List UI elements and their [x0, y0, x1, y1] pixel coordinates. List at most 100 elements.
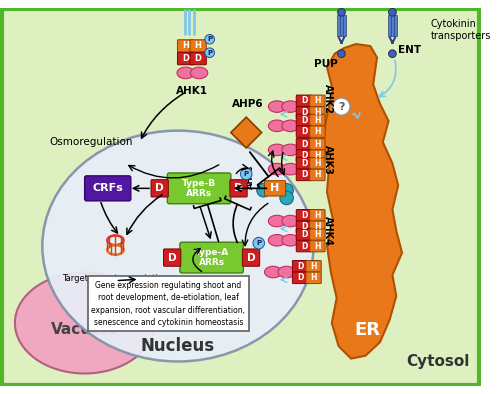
Circle shape — [388, 50, 396, 58]
FancyBboxPatch shape — [84, 176, 131, 201]
FancyBboxPatch shape — [296, 210, 312, 221]
Text: H: H — [314, 139, 320, 149]
Ellipse shape — [268, 144, 285, 156]
Text: D: D — [301, 115, 307, 125]
Text: Osmoregulation: Osmoregulation — [49, 137, 132, 147]
FancyBboxPatch shape — [310, 169, 325, 180]
FancyBboxPatch shape — [310, 240, 325, 252]
Text: D: D — [301, 211, 307, 220]
Text: Type-B
ARRs: Type-B ARRs — [182, 178, 216, 198]
Text: D: D — [301, 96, 307, 105]
Text: P: P — [244, 171, 249, 177]
Text: D: D — [194, 54, 202, 63]
Text: H: H — [310, 273, 317, 282]
Text: P: P — [207, 36, 212, 42]
Text: D: D — [301, 151, 307, 160]
Text: Vacuole: Vacuole — [51, 322, 118, 337]
Text: D: D — [297, 273, 304, 282]
Text: H: H — [314, 211, 320, 220]
Text: Target gene transcription: Target gene transcription — [62, 274, 168, 283]
Text: AHK4: AHK4 — [323, 216, 333, 245]
Text: Gene expression regulating shoot and
root development, de-etiolation, leaf
expan: Gene expression regulating shoot and roo… — [92, 281, 246, 327]
FancyBboxPatch shape — [310, 158, 325, 169]
FancyBboxPatch shape — [310, 150, 325, 162]
FancyBboxPatch shape — [340, 15, 343, 36]
Ellipse shape — [268, 164, 285, 175]
Text: ?: ? — [338, 102, 344, 112]
Text: H: H — [314, 230, 320, 239]
FancyBboxPatch shape — [296, 169, 312, 180]
Ellipse shape — [278, 266, 295, 278]
Ellipse shape — [282, 101, 299, 112]
Text: D: D — [234, 183, 243, 193]
FancyBboxPatch shape — [296, 240, 312, 252]
FancyBboxPatch shape — [296, 107, 312, 118]
Circle shape — [388, 9, 396, 16]
Text: D: D — [156, 183, 164, 193]
FancyBboxPatch shape — [2, 9, 479, 385]
FancyBboxPatch shape — [306, 272, 322, 284]
FancyBboxPatch shape — [296, 229, 312, 240]
FancyBboxPatch shape — [296, 138, 312, 150]
Ellipse shape — [282, 234, 299, 246]
Text: D: D — [301, 108, 307, 117]
Circle shape — [205, 34, 214, 44]
Circle shape — [257, 184, 270, 197]
Text: D: D — [301, 127, 307, 136]
Ellipse shape — [268, 234, 285, 246]
Text: ENT: ENT — [398, 45, 421, 55]
FancyBboxPatch shape — [296, 114, 312, 126]
Text: Type-A
ARRs: Type-A ARRs — [194, 248, 228, 267]
Text: H: H — [310, 262, 317, 271]
FancyBboxPatch shape — [310, 95, 325, 107]
Text: D: D — [301, 242, 307, 251]
Text: H: H — [314, 170, 320, 179]
Text: H: H — [182, 41, 189, 50]
FancyBboxPatch shape — [296, 158, 312, 169]
Text: D: D — [168, 253, 176, 262]
Polygon shape — [322, 44, 402, 359]
Text: H: H — [270, 183, 280, 193]
Text: AHK1: AHK1 — [176, 86, 208, 97]
Ellipse shape — [42, 131, 314, 361]
FancyBboxPatch shape — [242, 249, 260, 266]
Ellipse shape — [190, 67, 208, 79]
FancyBboxPatch shape — [178, 52, 194, 65]
Text: PUP: PUP — [314, 59, 338, 69]
Ellipse shape — [282, 215, 299, 227]
Text: D: D — [301, 170, 307, 179]
Circle shape — [280, 184, 293, 197]
Text: P: P — [256, 240, 262, 246]
Text: H: H — [314, 159, 320, 168]
Ellipse shape — [268, 215, 285, 227]
Text: D: D — [301, 222, 307, 231]
Text: H: H — [314, 96, 320, 105]
Text: AHPs: AHPs — [246, 165, 254, 189]
FancyBboxPatch shape — [310, 138, 325, 150]
Circle shape — [240, 168, 252, 180]
Text: ER: ER — [354, 321, 380, 339]
FancyBboxPatch shape — [296, 126, 312, 138]
Circle shape — [205, 48, 214, 58]
FancyBboxPatch shape — [190, 52, 206, 65]
FancyBboxPatch shape — [296, 150, 312, 162]
FancyBboxPatch shape — [230, 180, 247, 197]
Text: AHP6: AHP6 — [232, 99, 264, 110]
FancyBboxPatch shape — [388, 15, 391, 36]
Circle shape — [333, 98, 350, 115]
FancyBboxPatch shape — [310, 210, 325, 221]
Text: H: H — [314, 151, 320, 160]
FancyBboxPatch shape — [164, 249, 181, 266]
Ellipse shape — [282, 144, 299, 156]
FancyBboxPatch shape — [310, 221, 325, 232]
FancyBboxPatch shape — [178, 40, 194, 52]
FancyBboxPatch shape — [264, 180, 285, 196]
FancyBboxPatch shape — [306, 260, 322, 272]
FancyBboxPatch shape — [391, 15, 394, 36]
Ellipse shape — [15, 273, 154, 374]
Text: H: H — [314, 115, 320, 125]
Ellipse shape — [177, 67, 194, 79]
FancyBboxPatch shape — [310, 229, 325, 240]
Circle shape — [253, 238, 264, 249]
Text: CRFs: CRFs — [92, 183, 123, 193]
